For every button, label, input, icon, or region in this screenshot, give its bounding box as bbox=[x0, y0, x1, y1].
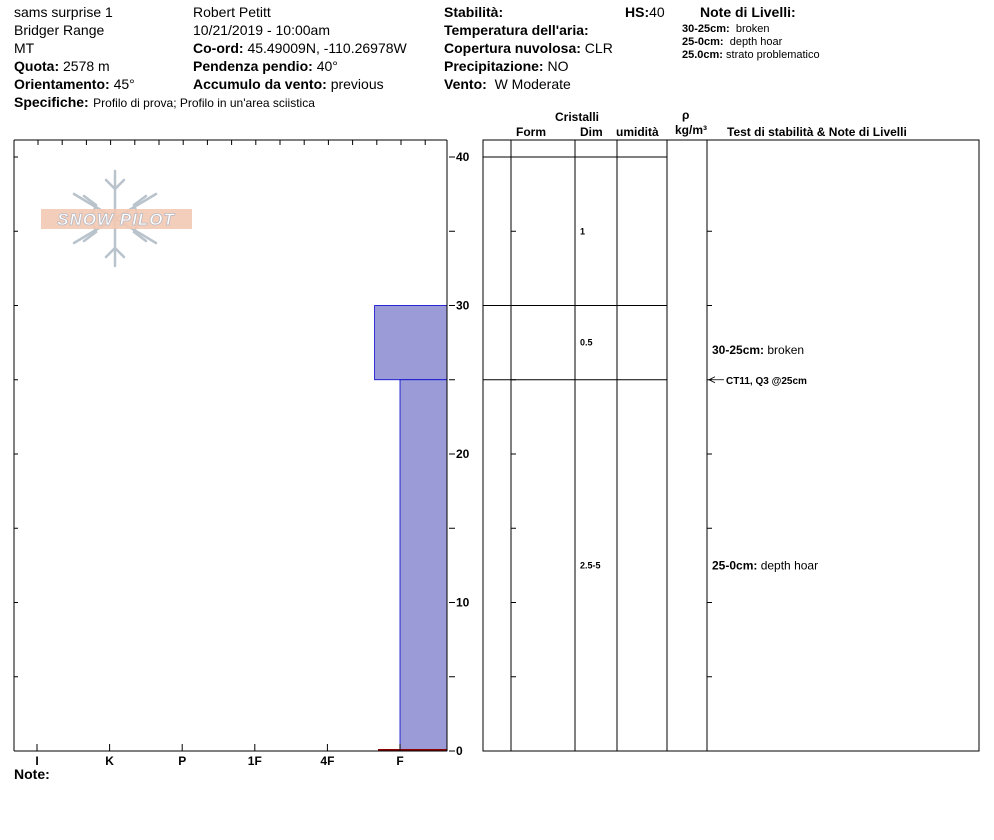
header-layer-note: 25-0cm: depth hoar bbox=[682, 36, 783, 48]
depth-tick-label: 30 bbox=[456, 299, 470, 313]
dim-header: Dim bbox=[580, 125, 603, 139]
depth-tick-label: 10 bbox=[456, 596, 470, 610]
layer-notes-title: Note di Livelli: bbox=[700, 4, 796, 20]
hardness-tick-label: 4F bbox=[320, 754, 334, 768]
depth-tick-label: 20 bbox=[456, 447, 470, 461]
hardness-bar bbox=[399, 379, 448, 752]
hardness-bar bbox=[374, 305, 448, 381]
stability-label: Stabilità: bbox=[444, 4, 504, 20]
layer-note-text: depth hoar bbox=[761, 558, 818, 572]
tests-header: Test di stabilità & Note di Livelli bbox=[727, 125, 907, 139]
hardness-tick-label: 1F bbox=[248, 754, 262, 768]
elevation: Quota: 2578 m bbox=[14, 58, 110, 74]
layer-note-range: 25-0cm: bbox=[712, 558, 761, 572]
crystals-header: Cristalli bbox=[555, 110, 600, 124]
aspect: Orientamento: 45° bbox=[14, 76, 135, 92]
header-layer-note: 25.0cm: strato problematico bbox=[682, 49, 820, 61]
location-name: sams surprise 1 bbox=[14, 4, 113, 20]
hardness-tick-label: P bbox=[178, 754, 186, 768]
slope-angle: Pendenza pendio: 40° bbox=[193, 58, 338, 74]
grain-size-label: 1 bbox=[580, 226, 585, 236]
table-frame bbox=[482, 139, 980, 752]
header-layer-note: 30-25cm: broken bbox=[682, 23, 770, 35]
density-symbol: ρ bbox=[682, 108, 690, 122]
range-name: Bridger Range bbox=[14, 22, 105, 38]
form-header: Form bbox=[516, 125, 546, 139]
stability-test-arrowhead bbox=[708, 376, 716, 384]
air-temp-label: Temperatura dell'aria: bbox=[444, 22, 589, 38]
wind-loading: Accumulo da vento: previous bbox=[193, 76, 384, 92]
moisture-header: umidità bbox=[616, 125, 659, 139]
specifics: Specifiche: Profilo di prova; Profilo in… bbox=[14, 94, 315, 110]
notes-label: Note: bbox=[14, 766, 50, 782]
state-name: MT bbox=[14, 40, 35, 56]
density-unit: kg/m³ bbox=[675, 123, 708, 137]
wind: Vento: W Moderate bbox=[444, 76, 571, 92]
depth-tick-label: 40 bbox=[456, 150, 470, 164]
coordinates: Co-ord: 45.49009N, -110.26978W bbox=[193, 40, 407, 56]
precipitation: Precipitazione: NO bbox=[444, 58, 569, 74]
layer-note-label: 30-25cm: broken bbox=[712, 343, 804, 357]
observer-name: Robert Petitt bbox=[193, 4, 271, 20]
layer-note-text: broken bbox=[767, 343, 804, 357]
grain-size-label: 2.5-5 bbox=[580, 560, 601, 570]
stability-test-label: CT11, Q3 @25cm bbox=[726, 376, 807, 387]
layer-note-label: 25-0cm: depth hoar bbox=[712, 558, 818, 572]
hardness-tick-label: K bbox=[105, 754, 114, 768]
sky-cover: Copertura nuvolosa: CLR bbox=[444, 40, 613, 56]
depth-tick-label: 0 bbox=[456, 744, 463, 758]
logo-text: SNOW PILOT bbox=[57, 210, 175, 229]
layer-note-range: 30-25cm: bbox=[712, 343, 767, 357]
snow-height: HS:40 bbox=[625, 4, 665, 20]
hardness-tick-label: I bbox=[35, 754, 38, 768]
hardness-tick-label: F bbox=[396, 754, 403, 768]
snowpilot-logo: SNOW PILOT bbox=[41, 169, 192, 268]
date-time: 10/21/2019 - 10:00am bbox=[193, 22, 330, 38]
grain-size-label: 0.5 bbox=[580, 338, 593, 348]
